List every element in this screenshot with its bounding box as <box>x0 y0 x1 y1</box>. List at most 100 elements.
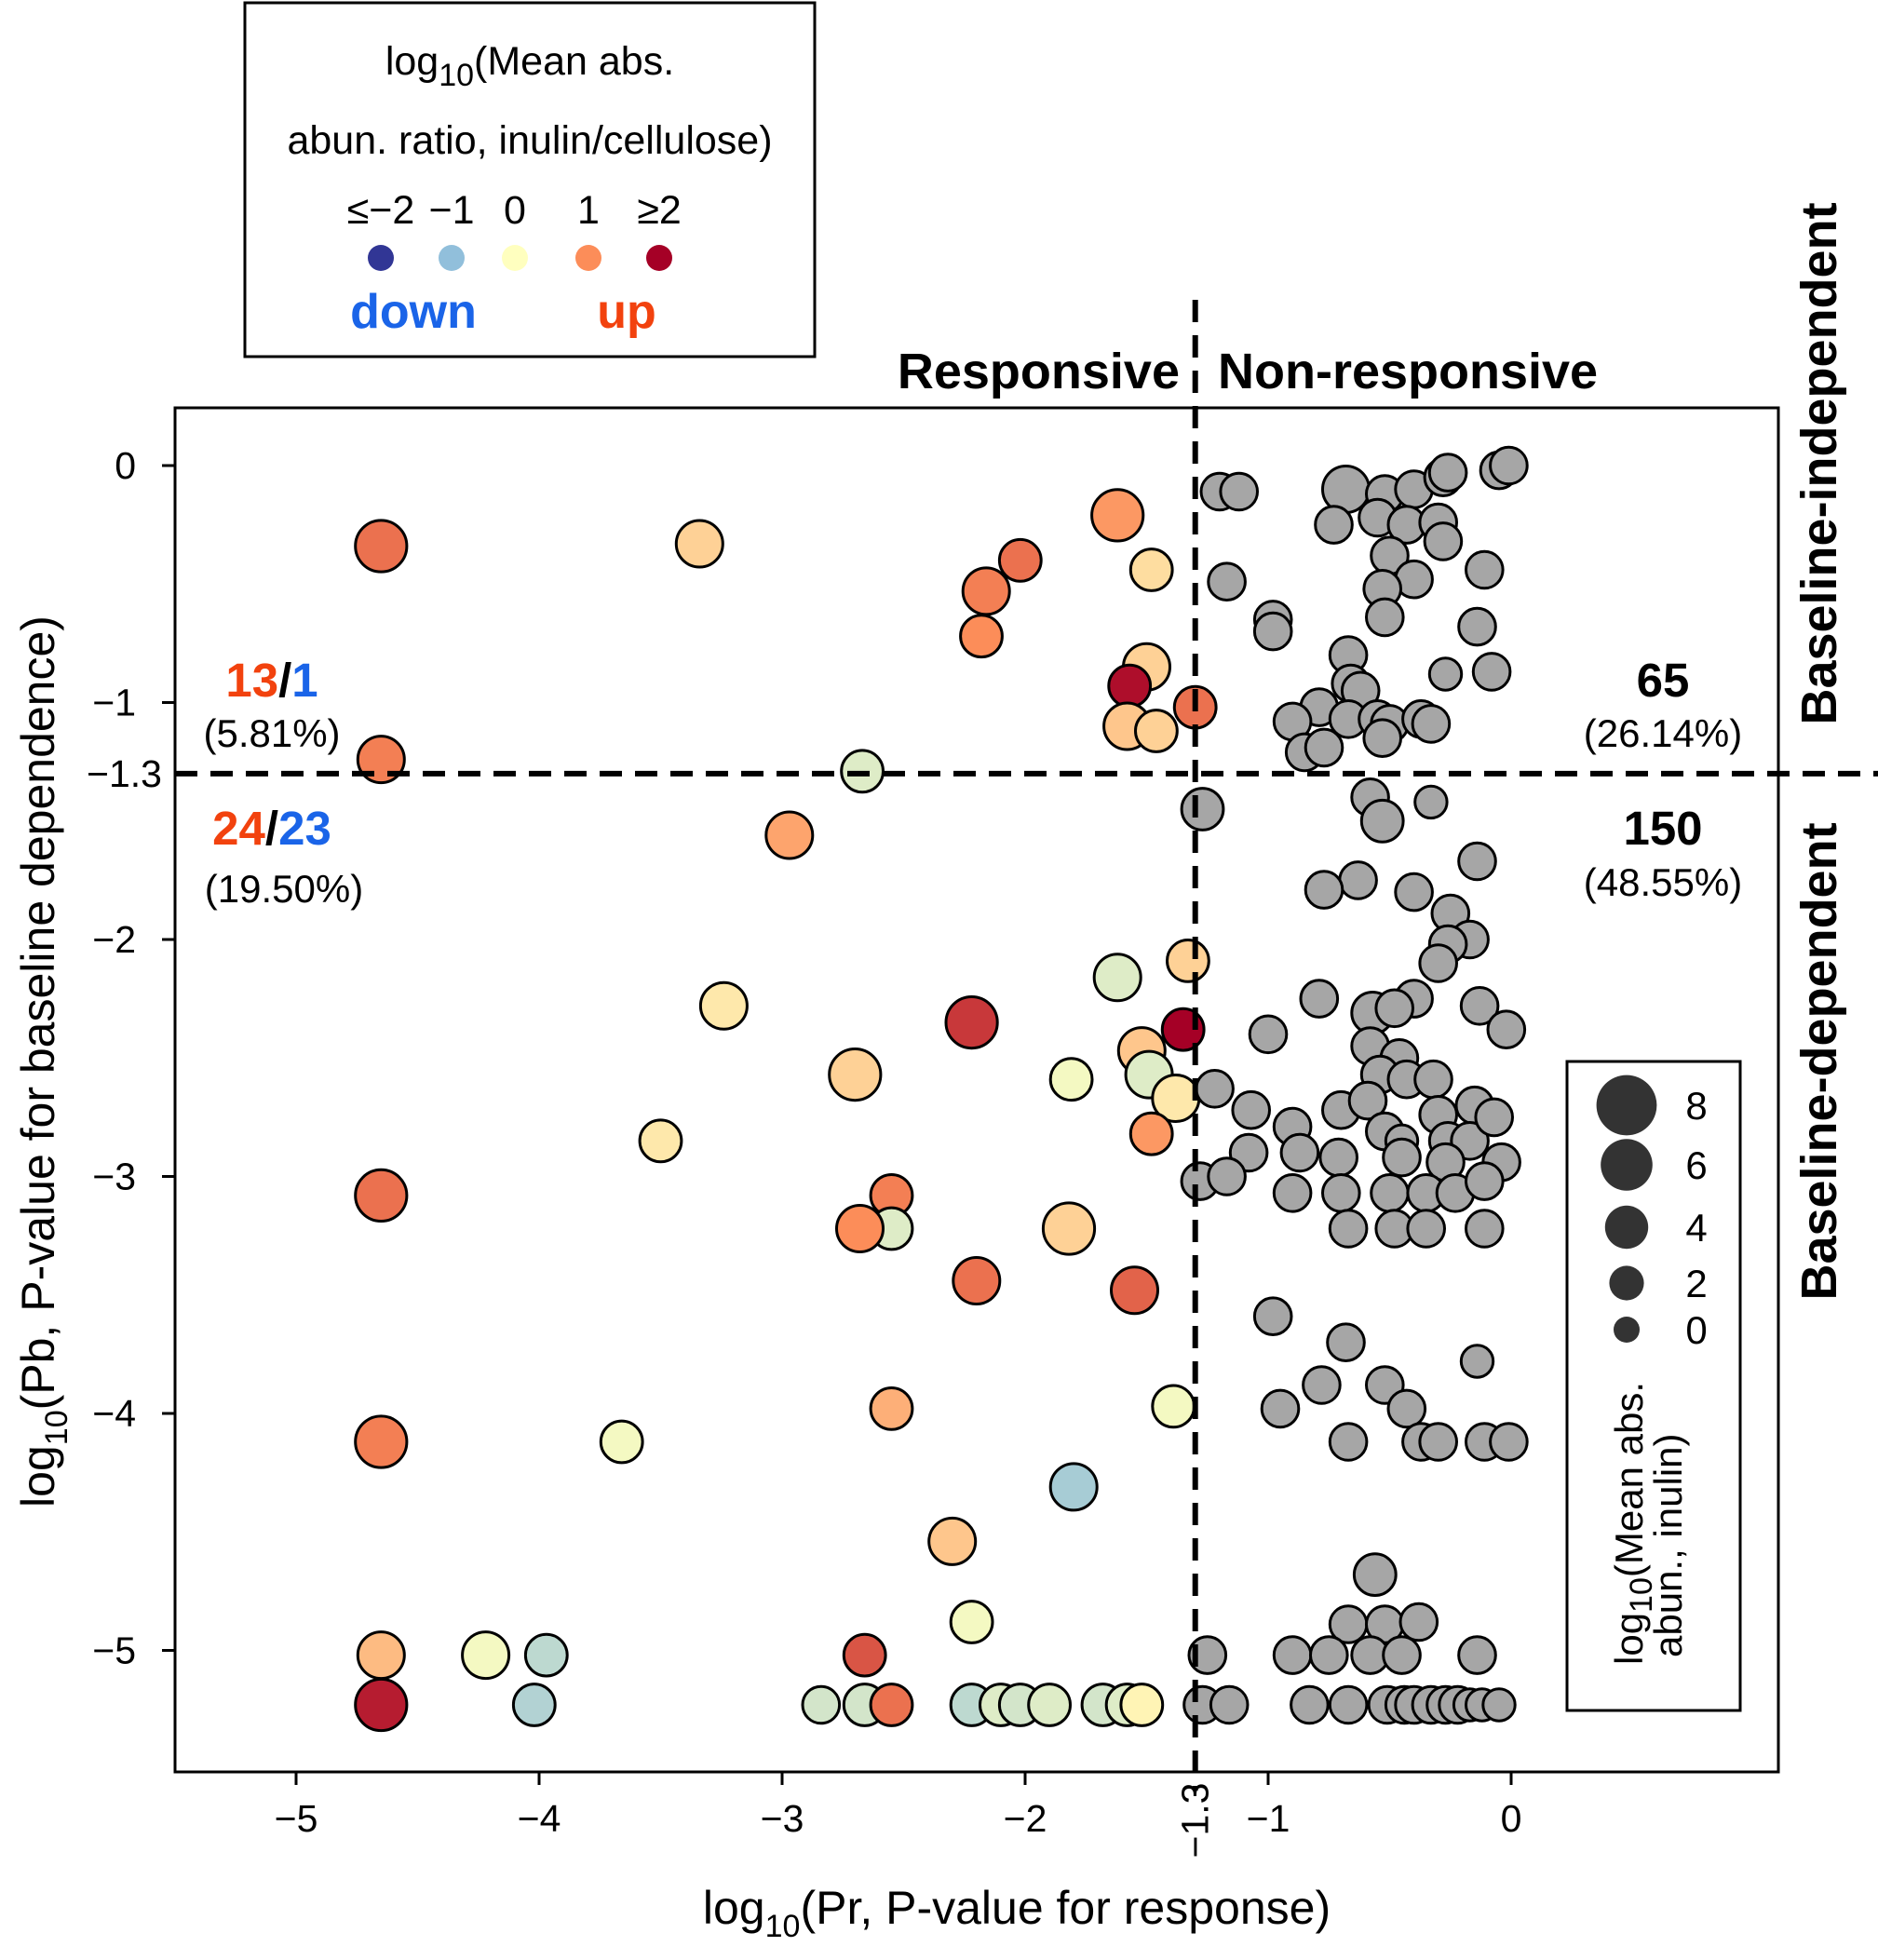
svg-text:24/23: 24/23 <box>212 802 331 855</box>
color-legend-swatch <box>575 245 601 271</box>
data-point-responsive <box>944 995 999 1050</box>
data-point-nonresponsive <box>1362 718 1402 759</box>
data-point-responsive <box>1119 1683 1165 1727</box>
data-point-responsive <box>354 1414 409 1469</box>
data-point-responsive <box>638 1118 683 1164</box>
x-tick-label: −2 <box>1004 1797 1047 1840</box>
x-tick-label: −4 <box>518 1797 561 1840</box>
data-point-nonresponsive <box>1459 1344 1495 1379</box>
size-legend-swatch <box>1604 1205 1649 1250</box>
data-point-responsive <box>698 980 749 1031</box>
y-axis-title: log10(Pb, P-value for baseline dependenc… <box>12 615 74 1507</box>
data-point-nonresponsive <box>1347 1080 1388 1121</box>
data-point-nonresponsive <box>1279 1132 1320 1173</box>
data-point-responsive <box>961 566 1011 616</box>
data-point-responsive <box>835 1204 885 1253</box>
data-point-responsive <box>869 1683 914 1727</box>
count-top-left-up: 13 <box>225 654 278 707</box>
data-point-nonresponsive <box>1489 445 1529 486</box>
threshold-x-label: −1.3 <box>1174 1783 1217 1859</box>
y-tick-label: −3 <box>92 1156 136 1198</box>
data-point-nonresponsive <box>1418 1422 1458 1462</box>
color-legend-label: ≤−2 <box>347 188 415 233</box>
data-point-responsive <box>1128 1111 1174 1156</box>
data-point-responsive <box>997 537 1043 583</box>
region-label-baseline-independent: Baseline-independent <box>1791 202 1847 724</box>
size-legend-swatch <box>1596 1075 1657 1136</box>
data-point-nonresponsive <box>1457 606 1497 647</box>
data-point-nonresponsive <box>1304 727 1344 768</box>
size-legend-items: 8 6 4 20 <box>1596 1075 1708 1352</box>
size-legend-label: 4 <box>1685 1206 1707 1250</box>
data-point-nonresponsive <box>1394 872 1434 912</box>
y-tick-label: −2 <box>92 918 136 961</box>
count-bottom-left-sep: / <box>265 802 278 855</box>
data-point-responsive <box>1092 953 1142 1003</box>
data-point-nonresponsive <box>1328 1209 1369 1249</box>
region-label-non-responsive: Non-responsive <box>1218 344 1598 399</box>
data-point-nonresponsive <box>1386 1388 1427 1429</box>
count-bottom-left-down: 23 <box>278 802 331 855</box>
y-tick-label: 0 <box>115 444 136 487</box>
color-legend-label: 0 <box>504 188 526 233</box>
data-point-nonresponsive <box>1209 1684 1250 1725</box>
data-point-nonresponsive <box>1207 1156 1247 1196</box>
region-label-baseline-dependent: Baseline-dependent <box>1791 822 1847 1300</box>
data-point-nonresponsive <box>1309 1635 1349 1675</box>
size-legend-box <box>1565 1060 1742 1712</box>
y-tick-label: −5 <box>92 1629 136 1672</box>
data-point-nonresponsive <box>1302 1365 1342 1405</box>
data-point-responsive <box>356 1630 406 1681</box>
color-legend-title-line2: abun. ratio, inulin/cellulose) <box>287 118 772 163</box>
data-point-responsive <box>1166 939 1210 983</box>
data-point-nonresponsive <box>1486 1009 1527 1049</box>
data-point-nonresponsive <box>1195 1069 1235 1109</box>
data-point-nonresponsive <box>1352 1552 1398 1597</box>
x-axis-title: log10(Pr, P-value for response) <box>703 1882 1331 1944</box>
color-legend-swatch <box>368 245 394 271</box>
color-legend-label: 1 <box>577 188 600 233</box>
data-point-responsive <box>1090 488 1145 543</box>
data-point-nonresponsive <box>1465 549 1505 590</box>
data-point-responsive <box>1048 1057 1094 1102</box>
count-top-left-sep: / <box>278 654 291 707</box>
data-point-nonresponsive <box>1328 1684 1369 1725</box>
data-point-nonresponsive <box>1328 1422 1369 1462</box>
data-point-nonresponsive <box>1382 1635 1422 1675</box>
data-point-responsive <box>1107 663 1153 709</box>
data-point-nonresponsive <box>1382 1137 1422 1178</box>
y-tick-label: −1 <box>92 682 136 724</box>
data-point-nonresponsive <box>1465 1209 1505 1249</box>
region-label-responsive: Responsive <box>898 344 1180 399</box>
data-point-responsive <box>1134 709 1179 753</box>
count-top-left-down: 1 <box>291 654 318 707</box>
data-point-nonresponsive <box>1413 1059 1453 1100</box>
size-legend-swatch <box>1614 1317 1640 1343</box>
data-point-nonresponsive <box>1187 1635 1228 1675</box>
legend-down-label: down <box>350 285 477 339</box>
data-point-nonresponsive <box>1318 1137 1358 1178</box>
count-top-right-pct: (26.14%) <box>1584 711 1742 755</box>
size-legend-title-line1: log10(Mean abs. <box>1607 1382 1659 1665</box>
data-point-nonresponsive <box>1359 798 1405 844</box>
color-legend-swatch <box>439 245 465 271</box>
data-point-nonresponsive <box>1427 656 1464 692</box>
data-point-responsive <box>354 1677 409 1733</box>
data-point-responsive <box>1110 1265 1159 1316</box>
size-legend-swatch <box>1601 1139 1653 1191</box>
data-point-nonresponsive <box>1299 979 1340 1019</box>
data-point-nonresponsive <box>1427 453 1468 493</box>
data-point-nonresponsive <box>1459 986 1500 1026</box>
plot-area <box>173 406 1780 1774</box>
data-point-responsive <box>1027 1683 1072 1727</box>
data-point-nonresponsive <box>1481 1687 1517 1723</box>
data-point-nonresponsive <box>1471 652 1512 692</box>
color-legend-items: ≤−2 −1 0 1 ≥2 <box>347 188 682 271</box>
data-point-nonresponsive <box>1314 505 1354 545</box>
data-point-nonresponsive <box>1260 1388 1301 1429</box>
threshold-y-label: −1.3 <box>87 752 162 795</box>
data-point-responsive <box>599 1419 644 1465</box>
data-point-nonresponsive <box>1423 521 1464 561</box>
color-legend-title-line1: log10(Mean abs. <box>385 39 674 93</box>
